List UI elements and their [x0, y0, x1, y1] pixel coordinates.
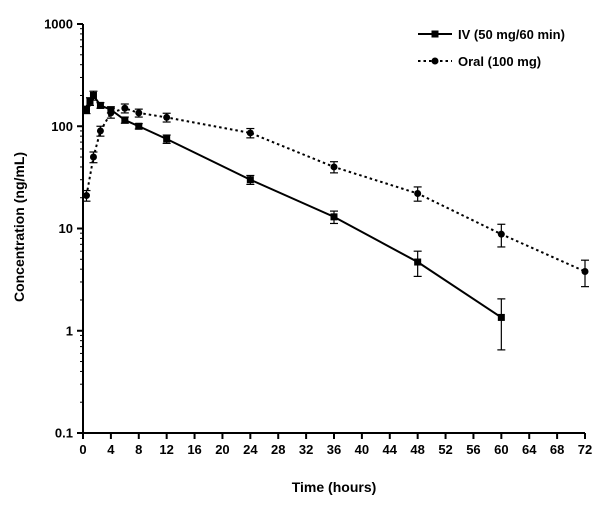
- legend: IV (50 mg/60 min) Oral (100 mg): [418, 27, 565, 69]
- x-tick-label: 48: [410, 442, 424, 457]
- data-point: [246, 129, 254, 137]
- legend-label: Oral (100 mg): [458, 54, 541, 69]
- data-point: [246, 176, 254, 184]
- series-oral: [82, 103, 589, 288]
- y-tick-label: 1: [66, 323, 73, 338]
- x-tick-label: 12: [159, 442, 173, 457]
- data-point: [121, 104, 129, 112]
- x-tick-label: 40: [355, 442, 369, 457]
- series-iv: [82, 90, 506, 351]
- data-point: [96, 127, 104, 135]
- data-point: [82, 192, 90, 200]
- series-line: [85, 93, 502, 319]
- legend-label: IV (50 mg/60 min): [458, 27, 565, 42]
- data-point: [330, 163, 338, 171]
- data-point: [163, 113, 171, 121]
- x-tick-label: 28: [271, 442, 285, 457]
- x-tick-label: 16: [187, 442, 201, 457]
- x-tick-label: 52: [438, 442, 452, 457]
- legend-item-iv: IV (50 mg/60 min): [418, 27, 565, 42]
- data-point: [135, 122, 143, 130]
- x-tick-label: 0: [79, 442, 86, 457]
- data-point: [89, 91, 97, 99]
- data-point: [414, 258, 422, 266]
- legend-marker: [431, 57, 439, 65]
- y-tick-label: 10: [59, 221, 73, 236]
- legend-marker: [431, 30, 439, 38]
- data-point: [86, 97, 94, 105]
- x-tick-label: 24: [243, 442, 258, 457]
- data-point: [497, 313, 505, 321]
- x-axis: 0 4 8 12 16 20 24 28 32 36 40 44 48 52 56 60 64 68 72: [79, 432, 592, 457]
- x-tick-label: 8: [135, 442, 142, 457]
- data-point: [107, 109, 115, 117]
- y-tick-label: 0.1: [55, 426, 73, 441]
- data-point: [163, 135, 171, 143]
- legend-item-oral: Oral (100 mg): [418, 54, 541, 69]
- x-tick-label: 68: [550, 442, 564, 457]
- x-tick-label: 20: [215, 442, 229, 457]
- y-axis: 0.1 1 10 100 1000: [44, 17, 84, 441]
- data-point: [581, 267, 589, 275]
- x-tick-label: 4: [107, 442, 115, 457]
- data-point: [121, 116, 129, 124]
- x-tick-label: 36: [327, 442, 341, 457]
- data-point: [96, 101, 104, 109]
- y-axis-title: Concentration (ng/mL): [11, 152, 27, 302]
- x-tick-label: 44: [383, 442, 398, 457]
- x-tick-label: 60: [494, 442, 508, 457]
- y-tick-label: 1000: [44, 17, 73, 32]
- data-point: [330, 213, 338, 221]
- data-point: [497, 230, 505, 238]
- y-tick-label: 100: [51, 119, 73, 134]
- data-point: [135, 109, 143, 117]
- series-line: [85, 107, 586, 273]
- data-point: [82, 106, 90, 114]
- x-tick-label: 64: [522, 442, 537, 457]
- x-tick-label: 32: [299, 442, 313, 457]
- x-tick-label: 72: [578, 442, 592, 457]
- data-point: [89, 153, 97, 161]
- data-point: [414, 189, 422, 197]
- x-axis-title: Time (hours): [292, 479, 377, 495]
- series-layer: [82, 90, 589, 351]
- x-tick-label: 56: [466, 442, 480, 457]
